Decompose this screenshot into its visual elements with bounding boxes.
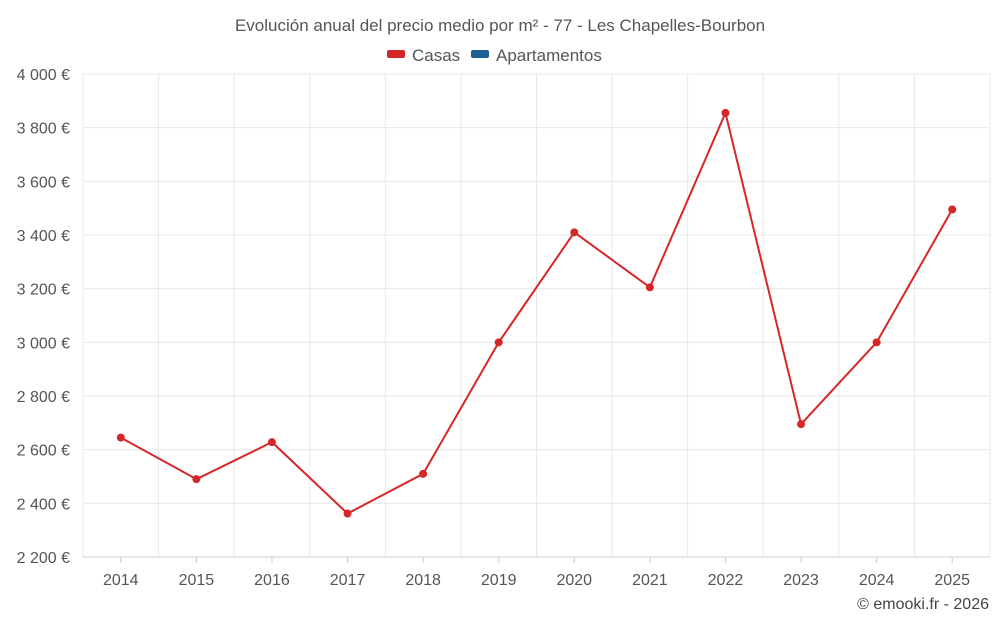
data-point[interactable] [797,420,806,429]
data-point[interactable] [872,338,881,347]
series-line-casas [120,111,954,515]
data-point[interactable] [645,283,654,292]
x-tick-label: 2014 [103,572,139,589]
x-tick-label: 2025 [934,572,970,589]
data-point[interactable] [343,509,352,518]
credit-text: © emooki.fr - 2026 [857,596,989,613]
legend-label-casas[interactable]: Casas [412,46,460,65]
series-casas [116,108,957,518]
x-tick-label: 2015 [179,572,215,589]
data-point[interactable] [419,469,428,478]
y-tick-label: 3 600 € [17,174,70,191]
x-tick-label: 2018 [405,572,441,589]
x-tick-label: 2022 [708,572,744,589]
x-tick-label: 2017 [330,572,366,589]
x-tick-label: 2023 [783,572,819,589]
grid-lines [82,73,991,558]
legend[interactable]: Casas Apartamentos [387,46,602,65]
legend-label-apartamentos[interactable]: Apartamentos [496,46,602,65]
y-axis: 2 200 € 2 400 € 2 600 € 2 800 € 3 000 € 3 200… [17,67,70,567]
y-tick-label: 2 600 € [17,443,70,460]
legend-swatch-apartamentos [471,50,489,58]
y-tick-label: 2 400 € [17,496,70,513]
data-point[interactable] [192,475,201,484]
y-tick-label: 3 800 € [17,121,70,138]
data-point[interactable] [948,205,957,214]
x-tick-label: 2019 [481,572,517,589]
y-tick-label: 3 000 € [17,335,70,352]
x-tick-label: 2021 [632,572,668,589]
data-point[interactable] [494,338,503,347]
data-point[interactable] [570,228,579,237]
x-tick-label: 2024 [859,572,895,589]
data-point[interactable] [267,438,276,447]
y-tick-label: 2 800 € [17,389,70,406]
data-point[interactable] [116,433,125,442]
legend-item-casas[interactable]: Casas [387,46,460,65]
legend-item-apartamentos[interactable]: Apartamentos [471,46,602,65]
chart-title: Evolución anual del precio medio por m² … [235,16,765,35]
x-tick-label: 2020 [556,572,592,589]
y-tick-label: 3 200 € [17,282,70,299]
x-tick-label: 2016 [254,572,290,589]
x-axis: 2014 2015 2016 2017 2018 2019 2020 2021 2022 2023… [83,556,990,589]
y-tick-label: 3 400 € [17,228,70,245]
y-tick-label: 2 200 € [17,550,70,567]
legend-swatch-casas [387,50,405,58]
data-point[interactable] [721,108,730,117]
y-tick-label: 4 000 € [17,67,70,84]
